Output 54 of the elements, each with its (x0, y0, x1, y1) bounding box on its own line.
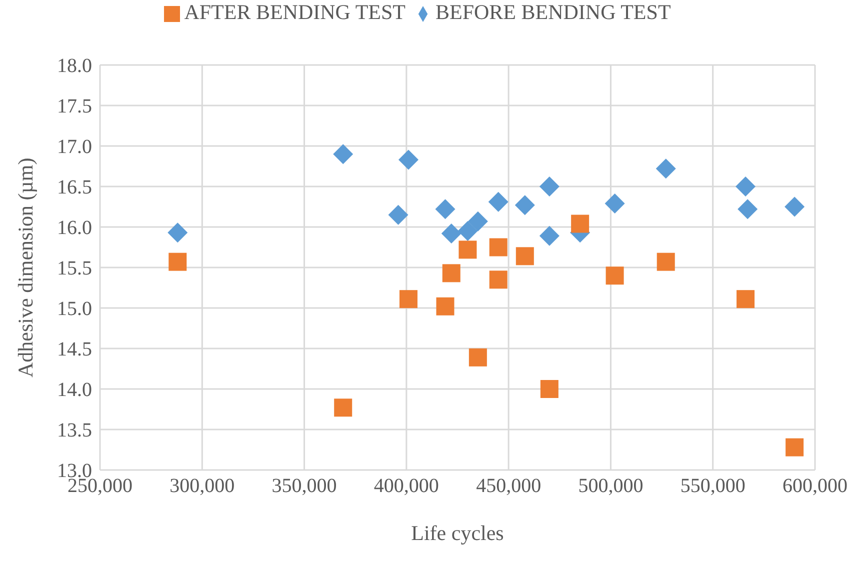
point (399, 290, 418, 308)
point (168, 222, 188, 243)
point (540, 380, 558, 398)
point (786, 438, 804, 456)
y-tick-label: 16.5 (57, 176, 92, 199)
point (604, 194, 625, 214)
point (436, 297, 454, 316)
x-tick-label: 450,000 (476, 475, 542, 498)
y-tick-label: 14.5 (57, 338, 92, 361)
point (489, 270, 508, 289)
x-tick-label: 550,000 (680, 475, 746, 498)
x-tick-label: 350,000 (272, 475, 337, 498)
point (516, 247, 534, 266)
x-tick-label: 500,000 (578, 475, 644, 498)
point (539, 226, 560, 246)
point (458, 221, 478, 242)
y-tick-label: 13.5 (57, 420, 92, 442)
y-tick-label: 16.0 (57, 217, 92, 240)
point (442, 264, 460, 282)
point (398, 150, 418, 170)
point (656, 158, 676, 179)
point (784, 196, 805, 217)
y-axis-title: Adhesive dimension (µm) (13, 158, 38, 378)
point (458, 240, 477, 259)
point (539, 176, 560, 196)
legend-label: BEFORE BENDING TEST (435, 0, 671, 24)
x-tick-label: 400,000 (374, 475, 439, 498)
point (441, 223, 462, 244)
point (736, 176, 756, 196)
x-tick-label: 600,000 (782, 475, 848, 498)
legend-label: AFTER BENDING TEST (184, 0, 406, 24)
y-tick-label: 18.0 (57, 55, 92, 78)
x-axis-title: Life cycles (411, 521, 504, 545)
point (514, 195, 535, 216)
y-tick-label: 17.5 (57, 96, 92, 118)
x-tick-label: 300,000 (170, 475, 235, 498)
point (489, 238, 508, 256)
point (738, 199, 758, 220)
y-tick-label: 17.0 (57, 136, 92, 158)
point (468, 211, 488, 232)
point (333, 144, 354, 164)
point (468, 348, 487, 366)
point (606, 266, 624, 285)
point (656, 252, 675, 271)
y-tick-label: 15.0 (57, 298, 92, 320)
point (334, 398, 352, 417)
point (488, 192, 508, 212)
point (168, 252, 187, 271)
y-tick-label: 14.0 (57, 379, 92, 402)
point (388, 204, 408, 225)
y-tick-label: 15.5 (57, 258, 92, 280)
point (435, 199, 456, 220)
point (736, 290, 755, 308)
point (571, 214, 590, 233)
